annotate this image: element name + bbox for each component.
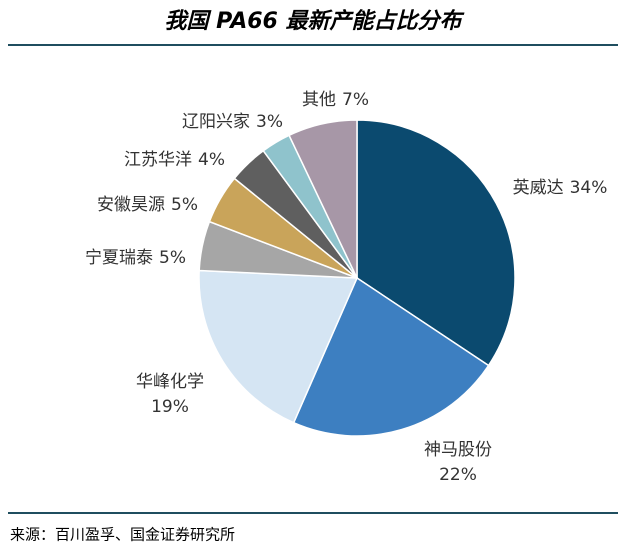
slice-label: 神马股份: [424, 440, 492, 460]
category-label: 辽阳兴家: [182, 112, 250, 132]
slice-label: 宁夏瑞泰 5%: [85, 248, 186, 268]
slice-label: 江苏华洋 4%: [124, 150, 225, 170]
slice-label: 英威达 34%: [513, 178, 608, 198]
pie-slice: [198, 269, 359, 424]
value-label: 19%: [151, 397, 189, 417]
source: 来源：百川盈孚、国金证券研究所: [10, 526, 235, 544]
value-label: 3%: [256, 112, 283, 132]
value-label: 5%: [159, 248, 186, 268]
slice-label: 辽阳兴家 3%: [182, 112, 283, 132]
value-label: 34%: [570, 178, 608, 198]
category-label: 其他: [302, 90, 336, 110]
slice-label: 其他 7%: [302, 90, 369, 110]
slice-label: 华峰化学: [136, 372, 204, 392]
value-label: 4%: [198, 150, 225, 170]
pie-slice: [288, 119, 358, 279]
value-label: 22%: [439, 465, 477, 485]
category-label: 英威达: [513, 178, 564, 198]
pie-slice: [292, 276, 490, 437]
value-label: 7%: [342, 90, 369, 110]
slice-label: 安徽昊源 5%: [97, 195, 198, 215]
category-label: 宁夏瑞泰: [85, 248, 153, 268]
chart-title: 我国 PA66 最新产能占比分布: [164, 8, 464, 34]
pie: [198, 119, 516, 437]
category-label: 江苏华洋: [124, 150, 192, 170]
category-label: 安徽昊源: [97, 195, 165, 215]
value-label: 5%: [171, 195, 198, 215]
